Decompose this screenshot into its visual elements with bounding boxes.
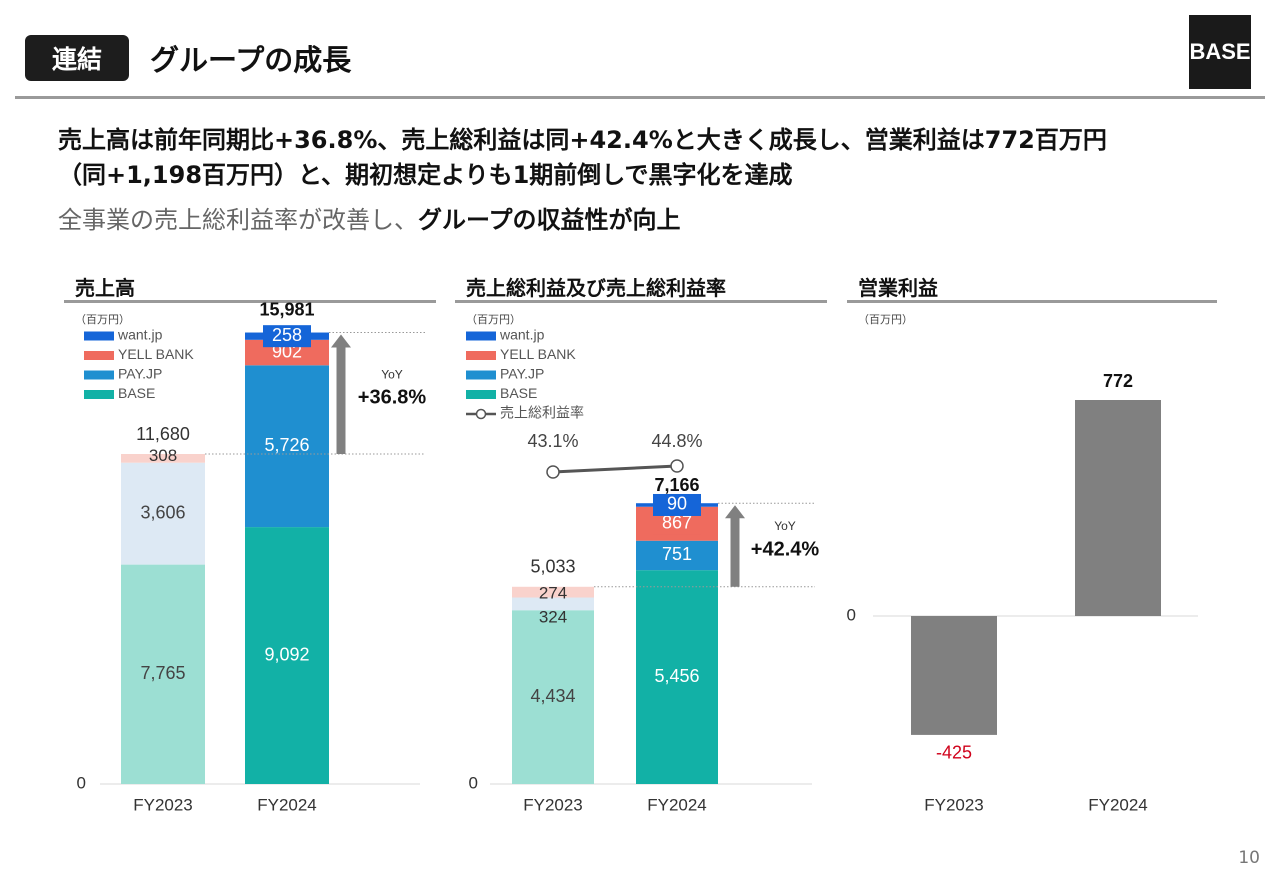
bar-segment-yell-bank [121,454,205,463]
segment-label-want-jp: 258 [272,325,302,345]
bar-segment-base [636,570,718,784]
segment-label-want-jp: 90 [667,494,687,514]
header-divider [15,96,1265,99]
segment-label-pay-jp: 3,606 [140,502,185,522]
revenue-chart-title: 売上高 [75,276,135,300]
base-logo: BASE [1189,15,1251,89]
legend-swatch [466,370,496,380]
segment-label-base: 5,456 [654,666,699,686]
yoy-value: +42.4% [751,538,820,560]
y-axis-zero-label: 0 [469,773,478,792]
segment-label-base: 7,765 [140,663,185,683]
segment-label-box [263,325,311,348]
bar-segment-pay-jp [121,462,205,565]
legend-swatch [466,331,496,341]
x-axis-category-label: FY2024 [257,795,317,814]
bar-segment-pay-jp [512,597,594,611]
revenue-unit: （百万円） [75,313,130,326]
legend-label: YELL BANK [500,346,576,362]
legend-label: 売上総利益率 [500,405,584,421]
legend-label: YELL BANK [118,346,194,362]
bar-total-label: 7,166 [654,475,699,495]
headline-line-1: 売上高は前年同期比+36.8%、売上総利益は同+42.4%と大きく成長し、営業利… [58,126,1107,154]
operating-profit-value-label: 772 [1103,371,1133,391]
operating-profit-chart-title: 営業利益 [858,276,938,300]
legend-swatch [466,351,496,360]
operating-profit-bar [1075,400,1161,616]
bar-total-label: 5,033 [530,557,575,577]
headline-line-3: 全事業の売上総利益率が改善し、グループの収益性が向上 [58,200,681,235]
page-number: 10 [1238,848,1260,868]
operating-profit-value-label: -425 [936,743,972,763]
yoy-arrow-head [725,505,745,519]
revenue-title-rule [64,300,436,303]
bar-segment-pay-jp [636,540,718,571]
gross-profit-title-rule [455,300,827,303]
yoy-arrow-shaft [336,346,346,455]
x-axis-category-label: FY2023 [924,795,984,814]
yoy-label: YoY [774,519,796,533]
segment-label-yell-bank: 308 [149,446,177,465]
bar-segment-base [121,564,205,784]
segment-label-yell-bank: 867 [662,512,692,532]
margin-point [546,465,560,479]
headline-line-3-gray: 全事業の売上総利益率が改善し、 [58,206,418,234]
legend-label: want.jp [117,327,163,343]
yoy-arrow-shaft [730,517,740,587]
headline-line-3-bold: グループの収益性が向上 [418,206,681,234]
legend-label: want.jp [499,327,545,343]
yoy-value: +36.8% [358,387,427,409]
operating-profit-bar [911,616,997,735]
segment-label-pay-jp: 5,726 [264,435,309,455]
bar-segment-pay-jp [245,365,329,528]
legend-swatch [84,370,114,380]
legend-swatch [466,390,496,399]
yoy-label: YoY [381,367,403,381]
x-axis-category-label: FY2024 [647,795,707,814]
operating-profit-title-rule [847,300,1217,303]
segment-label-pay-jp: 324 [539,607,567,626]
legend-swatch [84,331,114,341]
x-axis-category-label: FY2024 [1088,795,1148,814]
margin-label: 43.1% [527,431,578,451]
segment-label-pay-jp: 751 [662,544,692,564]
legend-swatch [84,351,114,360]
segment-label-box [653,512,701,535]
bar-segment-base [512,610,594,784]
segment-label-base: 4,434 [530,686,575,706]
bar-segment-yell-bank [512,586,594,598]
legend-label: PAY.JP [118,366,162,382]
bar-total-label: 11,680 [136,424,190,444]
bar-segment-base [245,527,329,784]
legend-label: PAY.JP [500,366,544,382]
yoy-arrow-head [331,334,351,348]
gross-profit-chart-title: 売上総利益及び売上総利益率 [466,276,726,300]
x-axis-category-label: FY2023 [523,795,583,814]
legend-line-marker [475,408,487,420]
margin-point [670,459,684,473]
legend-label: BASE [500,385,537,401]
margin-line [552,464,678,474]
margin-label: 44.8% [651,431,702,451]
bar-total-label: 15,981 [259,299,314,319]
headline-line-2: （同+1,198百万円）と、期初想定よりも1期前倒しで黒字化を達成 [58,161,793,189]
segment-label-base: 9,092 [264,644,309,664]
section-badge: 連結 [25,35,129,81]
legend-label: BASE [118,385,155,401]
page-title: グループの成長 [150,43,352,77]
segment-label-box [653,493,701,516]
y-axis-zero-label: 0 [847,605,856,624]
x-axis-category-label: FY2023 [133,795,193,814]
operating-profit-unit: （百万円） [858,313,913,326]
y-axis-zero-label: 0 [77,773,86,792]
gross-profit-unit: （百万円） [466,313,521,326]
segment-label-yell-bank: 274 [539,584,567,603]
legend-swatch [84,390,114,399]
